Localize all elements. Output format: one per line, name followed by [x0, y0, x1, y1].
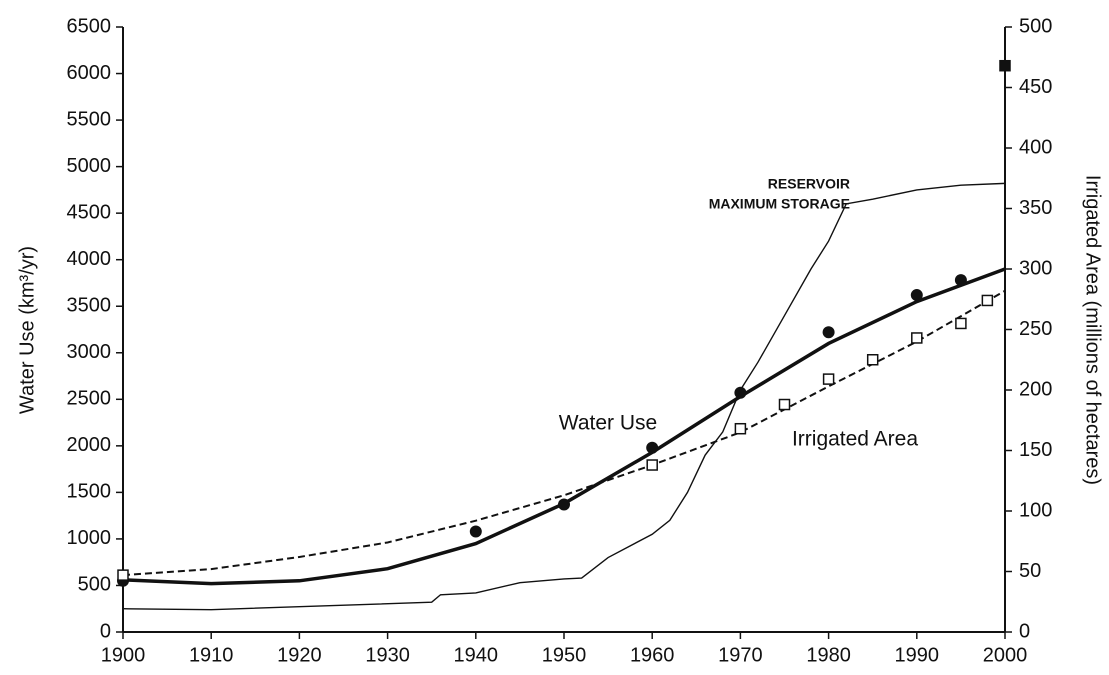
- data-point: [955, 317, 967, 330]
- y-tick-label: 3500: [67, 295, 112, 317]
- y-tick-label: 6000: [67, 62, 112, 84]
- y2-tick-label: 250: [1019, 318, 1052, 340]
- data-point: [822, 373, 835, 385]
- data-point: [981, 294, 994, 307]
- data-point: [117, 569, 129, 581]
- x-tick-label: 1970: [718, 644, 763, 666]
- data-point: [734, 386, 747, 399]
- x-tick-label: 1910: [189, 644, 234, 666]
- y-tick-label: 5500: [67, 108, 112, 130]
- data-point: [558, 498, 570, 511]
- data-point: [999, 59, 1011, 72]
- x-tick-label: 1920: [277, 644, 322, 666]
- x-tick-label: 1940: [454, 644, 499, 666]
- series-line: [122, 182, 1006, 611]
- y2-tick-label: 150: [1019, 439, 1052, 461]
- series-label: Irrigated Area: [792, 428, 918, 451]
- x-tick-label: 1950: [542, 644, 587, 666]
- y-tick-label: 2000: [67, 434, 112, 456]
- y-tick-label: 500: [78, 574, 111, 596]
- y2-tick-label: 50: [1019, 560, 1041, 582]
- y-tick-label: 4500: [67, 201, 112, 223]
- y-tick-label: 5000: [67, 155, 112, 177]
- y2-tick-label: 350: [1019, 197, 1052, 219]
- y-tick-label: 0: [100, 620, 111, 642]
- y-axis-label: Water Use (km³/yr): [16, 246, 38, 414]
- y2-tick-label: 0: [1019, 620, 1030, 642]
- y-tick-label: 1500: [67, 481, 112, 503]
- x-tick-label: 1960: [630, 644, 675, 666]
- y-tick-label: 3000: [67, 341, 112, 363]
- y2-tick-label: 500: [1019, 15, 1052, 37]
- data-point: [646, 441, 659, 454]
- data-point: [469, 525, 482, 538]
- y-tick-label: 4000: [67, 248, 112, 270]
- x-tick-label: 1900: [101, 644, 146, 666]
- series-label: Water Use: [559, 412, 657, 435]
- data-point: [822, 326, 835, 339]
- y-tick-label: 6500: [67, 15, 112, 37]
- y2-tick-label: 400: [1019, 136, 1052, 158]
- y-tick-label: 1000: [67, 527, 112, 549]
- data-point: [778, 398, 791, 411]
- y2-tick-label: 450: [1019, 76, 1052, 98]
- annotation: RESERVOIR: [768, 176, 850, 192]
- annotation: MAXIMUM STORAGE: [709, 196, 850, 212]
- x-tick-label: 1990: [895, 644, 940, 666]
- y-tick-label: 2500: [67, 388, 112, 410]
- data-point: [646, 459, 658, 471]
- series-line: [122, 289, 1006, 577]
- y2-axis-label: Irrigated Area (millions of hectares): [1082, 175, 1104, 485]
- y2-tick-label: 300: [1019, 257, 1052, 279]
- data-point: [911, 332, 923, 344]
- y2-tick-label: 100: [1019, 499, 1052, 521]
- data-point: [954, 274, 967, 287]
- data-point: [866, 354, 879, 366]
- y2-tick-label: 200: [1019, 378, 1052, 400]
- x-tick-label: 2000: [983, 644, 1028, 666]
- x-tick-label: 1930: [365, 644, 410, 666]
- data-point: [734, 422, 747, 435]
- data-point: [910, 289, 923, 302]
- x-tick-label: 1980: [806, 644, 851, 666]
